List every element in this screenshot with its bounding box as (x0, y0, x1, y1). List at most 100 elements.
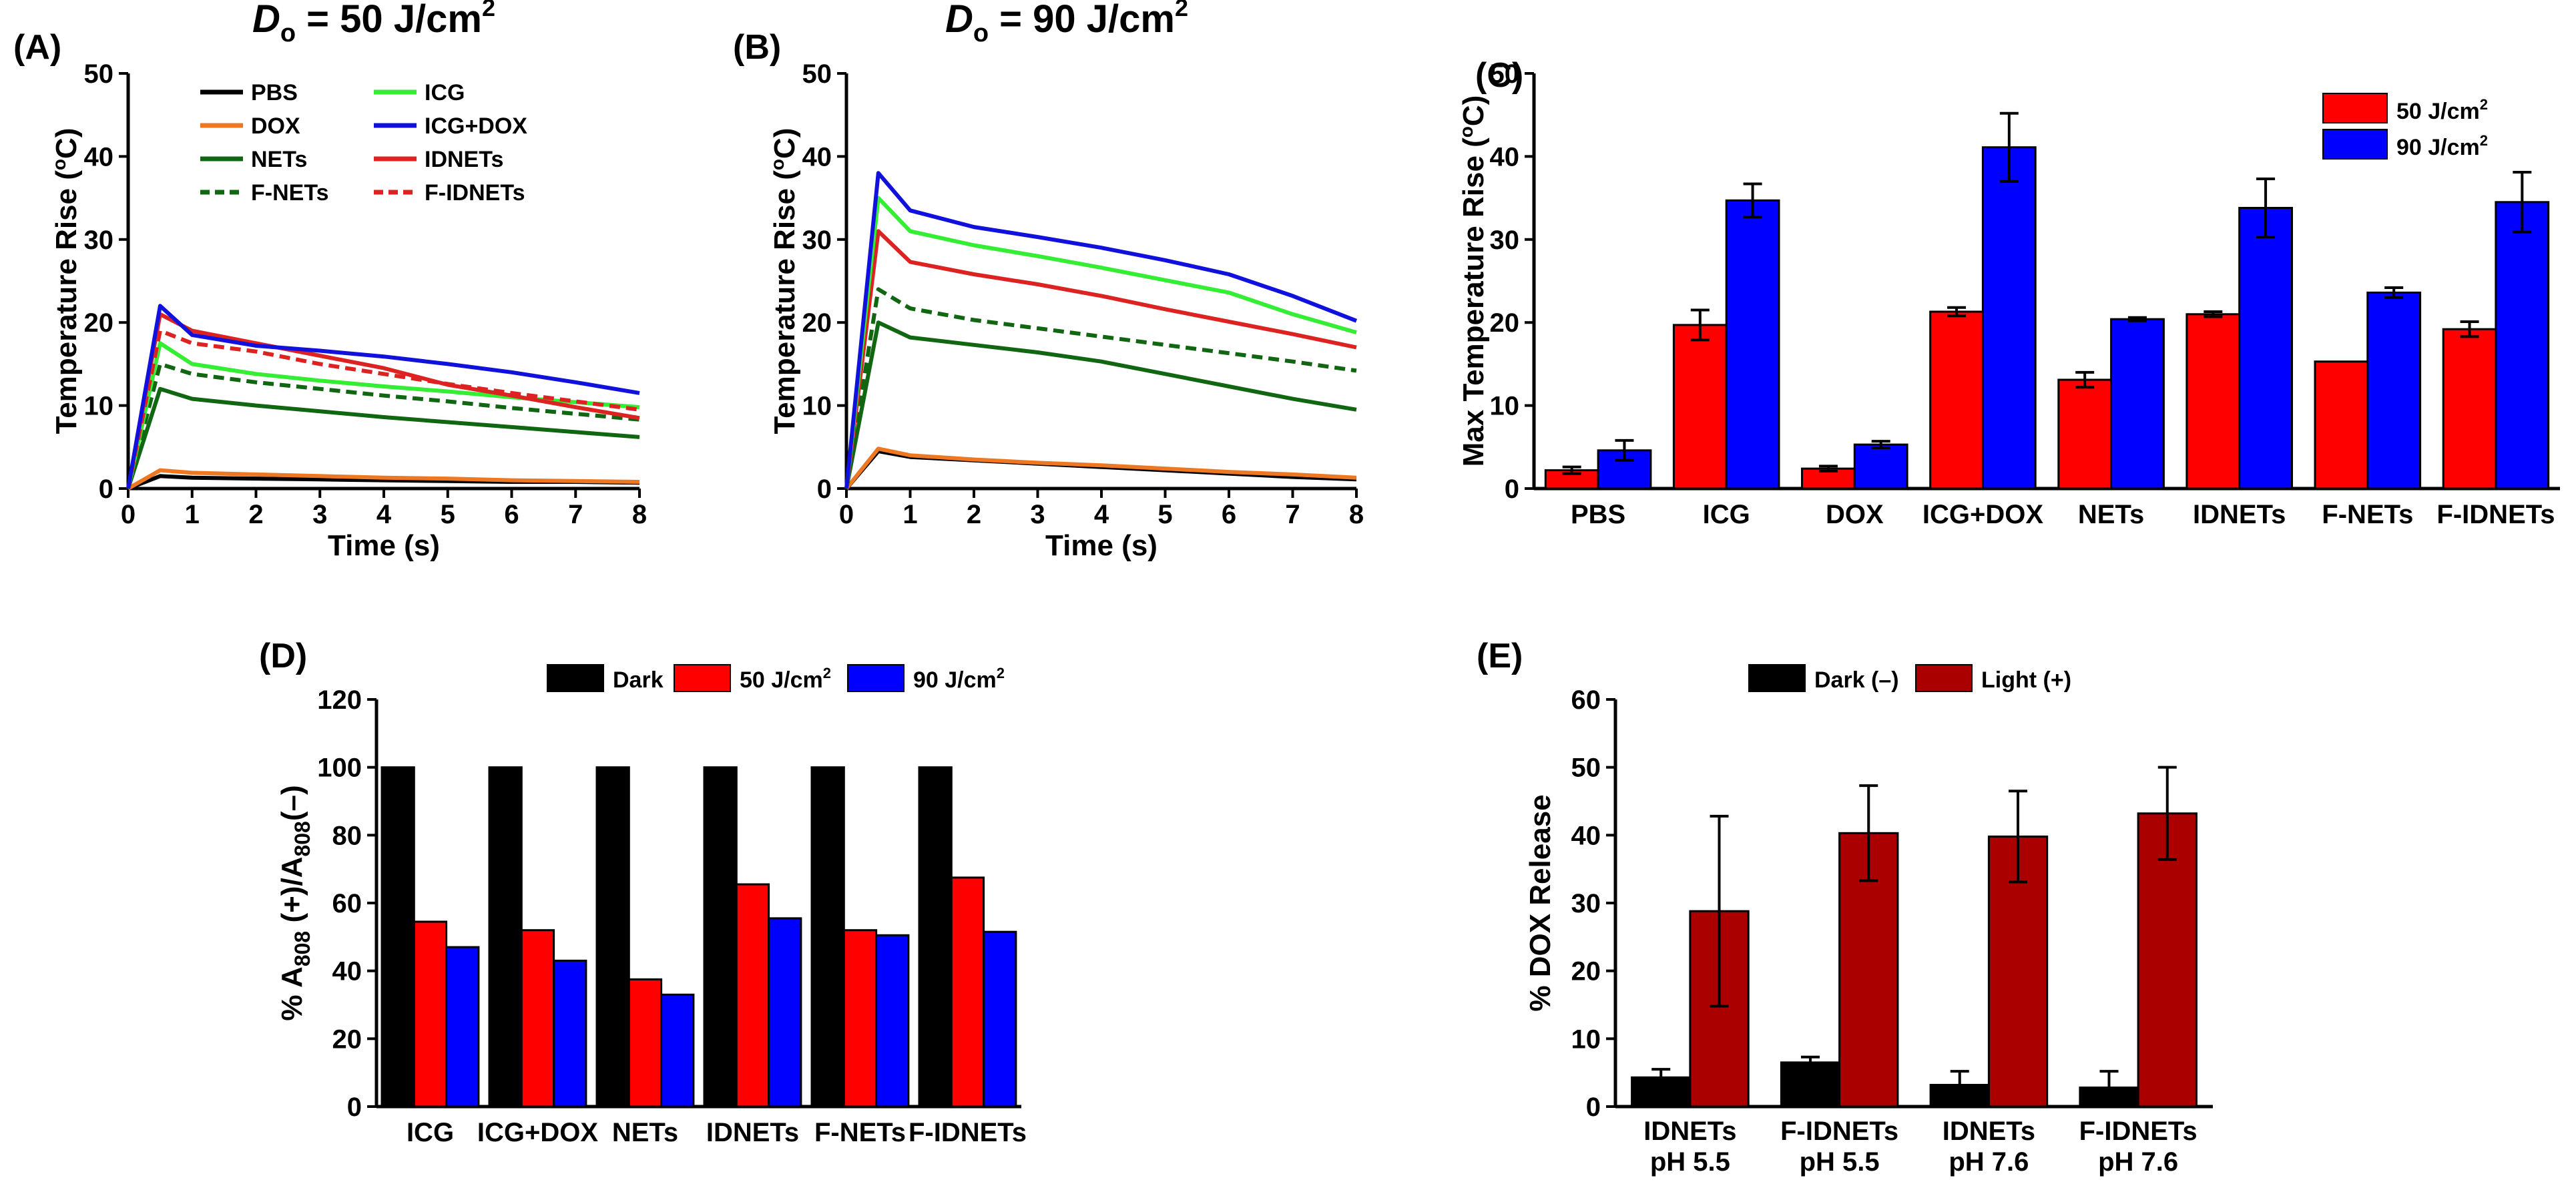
category-label-IDNETs pH 5.5: pH 5.5 (1650, 1147, 1730, 1177)
axis-ytick-label: 30 (84, 226, 114, 255)
axis-ytick-label: 50 (1571, 754, 1601, 783)
axis-ytick-label: 60 (1571, 685, 1601, 715)
bar-90 J/cm²-IDNETs (768, 917, 802, 1108)
axis-ytick-label: 0 (99, 475, 113, 504)
panel-title: Do = 50 J/cm2 (252, 0, 495, 47)
bar-90 J/cm²-ICG+DOX (553, 959, 587, 1108)
bar-50 J/cm²-ICG (1672, 324, 1728, 490)
bar-90 J/cm²-NETs (2110, 318, 2165, 490)
y-axis-label: Max Temperature Rise (oC) (1456, 95, 1490, 467)
axis-xtick-label: 5 (1157, 500, 1172, 529)
category-label-DOX: DOX (1826, 500, 1884, 529)
legend-entry-F-IDNETs: F-IDNETs (425, 180, 525, 206)
line-series-F-NETs (126, 362, 640, 489)
bar-Dark-NETs (595, 766, 630, 1108)
bar-50 J/cm²-F-NETs (842, 929, 878, 1108)
category-label-F-IDNETs pH 7.6: F-IDNETs (2079, 1117, 2198, 1146)
bar-Dark-ICG (380, 766, 415, 1108)
axis-ytick-label: 20 (802, 308, 832, 338)
axis-xtick-label: 6 (504, 500, 519, 529)
axis-xtick-label: 1 (185, 500, 200, 529)
x-axis-label: Time (s) (328, 529, 440, 562)
axis-ytick-label: 40 (332, 957, 362, 986)
line-series-DOX (844, 446, 1357, 490)
bar-90 J/cm²-F-IDNETs (2495, 201, 2550, 490)
bar-Dark-F-NETs (810, 766, 845, 1108)
axis-xtick-label: 1 (903, 500, 917, 529)
axis-xtick-label: 4 (376, 500, 392, 529)
axis-ytick-label: 20 (1571, 957, 1601, 986)
axis-xtick-label: 8 (632, 500, 647, 529)
axis-ytick-label: 20 (332, 1024, 362, 1054)
category-label-F-NETs: F-NETs (2322, 500, 2413, 529)
axis-ytick-label: 0 (347, 1093, 362, 1122)
legend-entry-Light (+): Light (+) (1981, 667, 2071, 693)
axis-ytick-label: 0 (1505, 475, 1519, 504)
axis-ytick-label: 40 (1571, 821, 1601, 850)
axis-ytick-label: 50 (84, 59, 114, 89)
bar-50 J/cm²-ICG+DOX (1929, 310, 1984, 490)
bar-90 J/cm²-F-NETs (2366, 291, 2422, 490)
line-series-ICG+DOX (844, 171, 1358, 489)
bar-50 J/cm²-NETs (2057, 378, 2113, 490)
axis-ytick-label: 10 (1490, 392, 1520, 421)
category-label-PBS: PBS (1571, 500, 1625, 529)
category-label-IDNETs: IDNETs (2193, 500, 2286, 529)
axis-ytick-label: 60 (332, 889, 362, 918)
legend-swatch-50 J/cm² (674, 664, 731, 692)
bar-Dark (–)-F-IDNETs pH 5.5 (1780, 1061, 1841, 1108)
line-series-NETs (126, 386, 640, 489)
axis-ytick-label: 80 (332, 821, 362, 850)
category-label-ICG+DOX: ICG+DOX (1922, 500, 2043, 529)
axis-ytick-label: 40 (1490, 142, 1520, 172)
bar-90 J/cm²-IDNETs (2238, 207, 2293, 490)
legend-swatch-90 J/cm² (2322, 129, 2388, 160)
legend-entry-Dark: Dark (613, 667, 664, 693)
axis-ytick-label: 20 (84, 308, 114, 338)
bar-Dark-IDNETs (703, 766, 738, 1108)
line-series-ICG (844, 196, 1357, 489)
line-series-DOX (127, 468, 640, 491)
panel-A: (A) Do = 50 J/cm2 0 10 20 30 40 50 0 1 2 3 4 5 6 7 8 Time… (13, 0, 647, 562)
line-series-F-NETs (844, 287, 1357, 489)
axis-xtick-label: 3 (312, 500, 327, 529)
panel-label: (B) (733, 28, 781, 67)
legend-entry-90 J/cm²: 90 J/cm2 (913, 665, 1005, 693)
bar-50 J/cm²-NETs (627, 978, 663, 1108)
axis-ytick-label: 50 (802, 59, 832, 89)
axis-ytick-label: 40 (84, 142, 114, 172)
bar-50 J/cm²-F-NETs (2314, 360, 2369, 490)
category-label-F-IDNETs pH 7.6: pH 7.6 (2098, 1147, 2178, 1177)
x-axis-label: Time (s) (1045, 529, 1157, 562)
axis-xtick-label: 4 (1094, 500, 1109, 529)
axis-ytick-label: 30 (1571, 889, 1601, 918)
y-axis-label: Temperature Rise (oC) (767, 128, 801, 434)
legend-entry-50 J/cm²: 50 J/cm2 (740, 665, 831, 693)
category-label-IDNETs: IDNETs (706, 1118, 799, 1147)
panel-label: (C) (1475, 56, 1523, 95)
legend-swatch-50 J/cm² (2322, 93, 2388, 123)
category-label-NETs: NETs (612, 1118, 678, 1147)
axis-ytick-label: 50 (1490, 59, 1520, 89)
axis-xtick-label: 5 (441, 500, 455, 529)
category-label-NETs: NETs (2078, 500, 2144, 529)
axis-xtick-label: 8 (1349, 500, 1364, 529)
line-series-IDNETs (844, 229, 1357, 489)
y-axis-label: % DOX Release (1524, 794, 1557, 1011)
axis-ytick-label: 30 (802, 226, 832, 255)
category-label-ICG: ICG (1703, 500, 1750, 529)
category-label-IDNETs pH 7.6: IDNETs (1943, 1117, 2035, 1146)
bar-90 J/cm²-ICG (445, 946, 480, 1108)
axis-ytick-label: 0 (817, 475, 832, 504)
axis-ytick-label: 10 (802, 392, 832, 421)
axis-ytick-label: 10 (1571, 1024, 1601, 1054)
category-label-F-IDNETs pH 5.5: pH 5.5 (1800, 1147, 1880, 1177)
panel-B: (B) Do = 90 J/cm2 0 10 20 30 40 50 0 1 2 3 4 5 6 7 8 Time… (733, 0, 1364, 562)
bar-Dark-ICG+DOX (488, 766, 523, 1108)
axis-xtick-label: 2 (248, 500, 263, 529)
legend-entry-IDNETs: IDNETs (425, 147, 503, 172)
legend-entry-ICG: ICG (425, 80, 465, 105)
category-label-IDNETs pH 5.5: IDNETs (1643, 1117, 1736, 1146)
